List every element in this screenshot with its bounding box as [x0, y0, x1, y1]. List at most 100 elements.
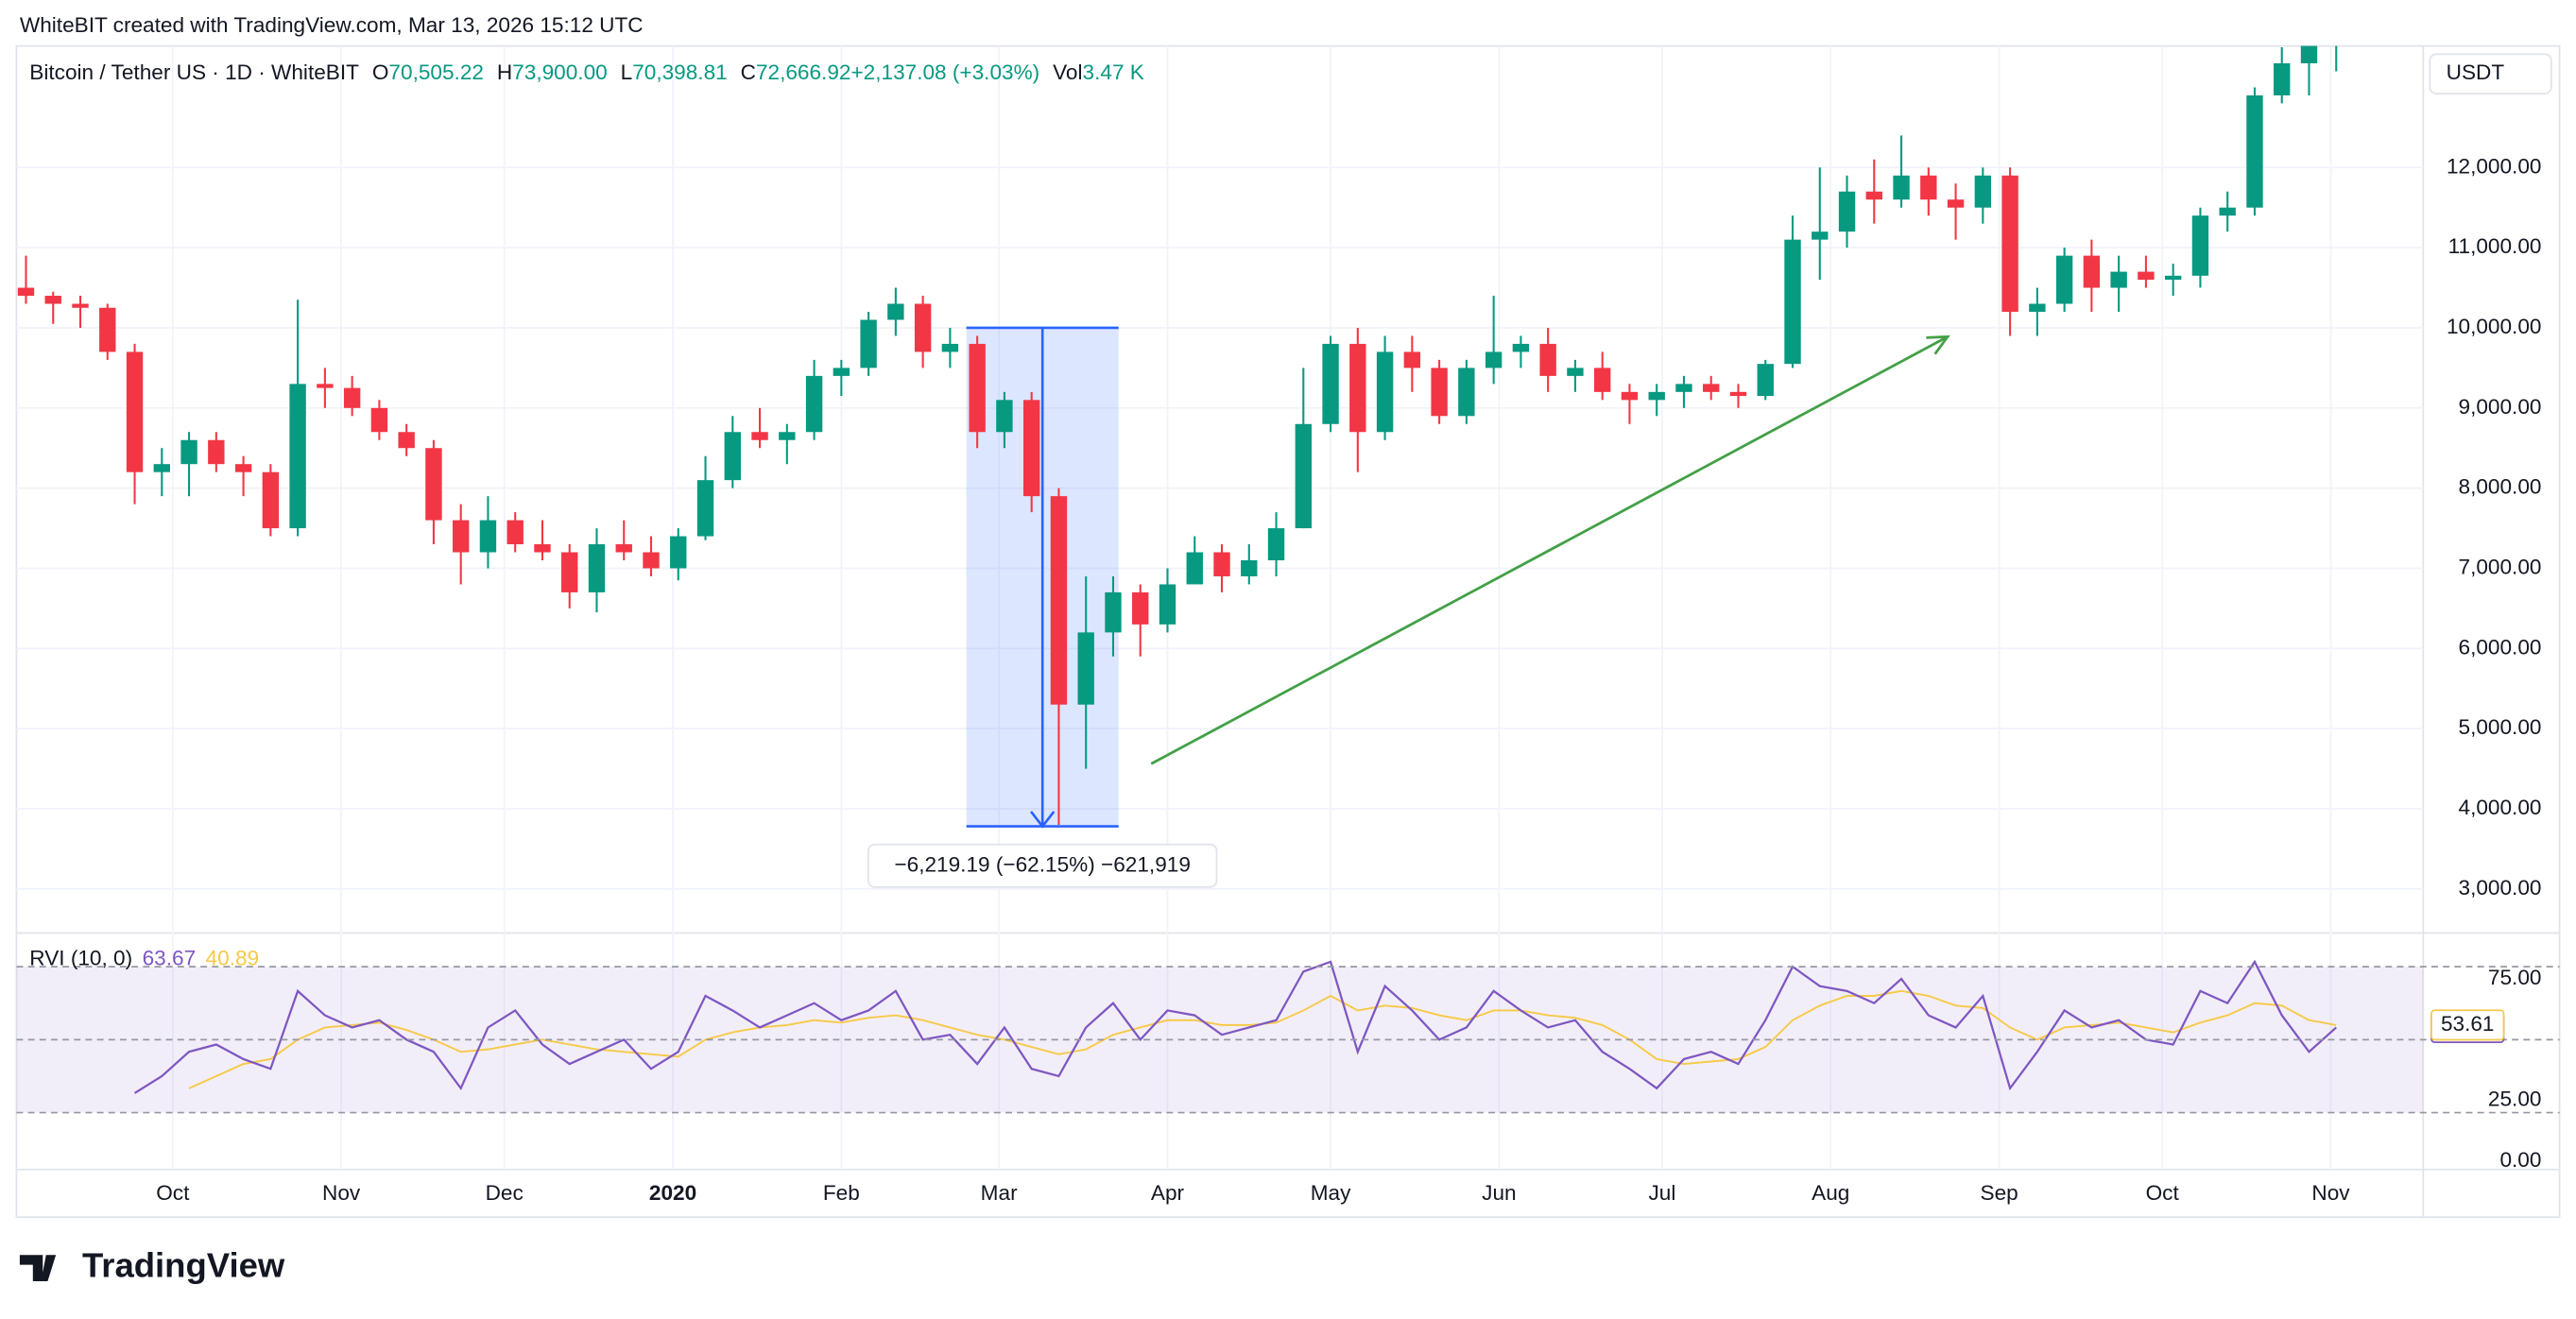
- candle-body: [1132, 591, 1149, 625]
- candle-body: [1186, 552, 1203, 585]
- x-tick-label: Feb: [823, 1181, 860, 1205]
- x-tick-label: Nov: [2311, 1181, 2350, 1205]
- candle-body: [1648, 391, 1665, 401]
- candle-body: [2300, 45, 2318, 64]
- y-tick-label: 12,000.00: [2447, 154, 2542, 178]
- legend-value: 70,505.22: [388, 60, 484, 84]
- y-tick-label: 10,000.00: [2447, 315, 2542, 338]
- x-tick-label: Sep: [1981, 1181, 2018, 1205]
- y-tick-label: 7,000.00: [2459, 555, 2542, 578]
- x-tick-label: Jul: [1649, 1181, 1676, 1205]
- candle-body: [1376, 351, 1394, 433]
- candle-body: [561, 552, 578, 592]
- rvi-tick-label: 25.00: [2488, 1088, 2542, 1111]
- x-tick-label: Oct: [2146, 1181, 2180, 1205]
- x-tick-label: Aug: [1812, 1181, 1849, 1205]
- candle-body: [1349, 343, 1366, 433]
- legend-value: +2,137.08 (+3.03%): [850, 60, 1039, 84]
- legend-value: 70,398.81: [632, 60, 728, 84]
- x-tick-label: Apr: [1151, 1181, 1185, 1205]
- candle-body: [425, 448, 442, 521]
- candle-body: [17, 287, 35, 297]
- candle-body: [1703, 384, 1720, 392]
- rvi-tick-label: 0.00: [2499, 1148, 2541, 1172]
- candle-body: [1539, 343, 1556, 376]
- x-tick-label: Oct: [156, 1181, 190, 1205]
- candle-body: [1593, 368, 1611, 392]
- candle-body: [479, 520, 497, 553]
- candle-body: [860, 319, 877, 368]
- candle-body: [696, 480, 714, 537]
- candle-body: [779, 432, 796, 440]
- candle-body: [670, 536, 687, 569]
- candle-body: [1729, 391, 1747, 397]
- candle-body: [2246, 94, 2263, 208]
- legend-value: 72,666.92: [756, 60, 851, 84]
- candle-body: [1920, 175, 1937, 200]
- candle-body: [1567, 368, 1584, 376]
- candle-body: [805, 375, 823, 433]
- candle-body: [615, 544, 632, 553]
- x-tick-label: Nov: [322, 1181, 361, 1205]
- legend-key: Vol: [1053, 60, 1082, 84]
- y-tick-label: 3,000.00: [2459, 876, 2542, 899]
- trend-arrow: [1150, 335, 1949, 765]
- candle-body: [370, 407, 388, 433]
- candle-body: [126, 351, 144, 472]
- x-tick-label: Dec: [486, 1181, 524, 1205]
- candle-body: [724, 432, 741, 481]
- measure-label: −6,219.19 (−62.15%) −621,919: [894, 852, 1190, 876]
- candle-body: [751, 432, 768, 440]
- candle-body: [887, 303, 904, 320]
- candle-body: [2328, 15, 2344, 39]
- candle-body: [2029, 303, 2046, 313]
- y-tick-label: 5,000.00: [2459, 715, 2542, 739]
- candle-body: [398, 432, 415, 449]
- currency-box[interactable]: [2429, 53, 2552, 94]
- candle-body: [343, 387, 361, 408]
- legend-value: 73,900.00: [512, 60, 608, 84]
- candle-body: [44, 296, 61, 304]
- candle-body: [941, 343, 959, 352]
- rvi-line: [133, 959, 2338, 1094]
- y-tick-label: 8,000.00: [2459, 475, 2542, 499]
- candle-body: [289, 384, 306, 529]
- candle-body: [262, 471, 280, 529]
- rvi-last-box: [2430, 1009, 2505, 1041]
- candle-body: [1050, 496, 1068, 705]
- candle-body: [1865, 191, 1882, 200]
- y-tick-label: 11,000.00: [2448, 234, 2542, 258]
- candle-body: [1241, 560, 1258, 576]
- symbol: Bitcoin / Tether US · 1D · WhiteBIT: [29, 60, 359, 84]
- candle-body: [914, 303, 932, 352]
- measure-tool: −6,219.19 (−62.15%) −621,919: [867, 326, 1218, 888]
- candle-body: [2219, 207, 2236, 216]
- credit: WhiteBIT created with TradingView.com, M…: [20, 13, 644, 37]
- currency[interactable]: USDT: [2447, 60, 2505, 84]
- measure-arrowhead: [1029, 811, 1056, 829]
- candle-body: [2055, 255, 2073, 304]
- candle-body: [534, 544, 551, 553]
- candle-body: [1675, 384, 1692, 392]
- candle-body: [234, 464, 252, 472]
- measure-label-box: [867, 843, 1218, 888]
- candle-body: [1838, 191, 1856, 232]
- candle-body: [1757, 364, 1774, 397]
- candle-body: [208, 439, 225, 465]
- x-tick-label: Jun: [1482, 1181, 1516, 1205]
- candle-body: [1974, 175, 1992, 208]
- legend-key: H: [497, 60, 512, 84]
- chart-frame: [15, 44, 2561, 1219]
- rvi-value: 63.67: [143, 946, 197, 969]
- legend-value: 3.47 K: [1083, 60, 1144, 84]
- candle-body: [2110, 271, 2127, 288]
- candle-body: [1431, 368, 1448, 417]
- trend-arrowhead: [1926, 334, 1950, 355]
- candle-body: [1267, 528, 1285, 561]
- candle-body: [2001, 175, 2018, 313]
- rvi-legend: RVI (10, 0) 63.67 40.89: [29, 946, 259, 969]
- candle-body: [153, 464, 170, 472]
- y-tick-label: 6,000.00: [2459, 635, 2542, 659]
- legend-key: C: [741, 60, 756, 84]
